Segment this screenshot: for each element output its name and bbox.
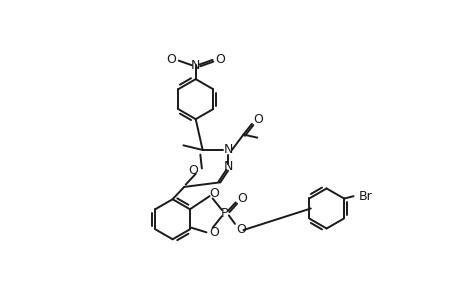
Text: Br: Br xyxy=(358,190,372,203)
Text: N: N xyxy=(190,59,200,72)
Text: O: O xyxy=(166,52,176,66)
Text: O: O xyxy=(188,164,198,177)
Text: O: O xyxy=(237,192,247,205)
Text: O: O xyxy=(209,226,218,239)
Text: N: N xyxy=(223,143,232,157)
Text: P: P xyxy=(221,207,228,220)
Text: O: O xyxy=(252,113,263,126)
Text: O: O xyxy=(209,187,218,200)
Text: N: N xyxy=(224,160,233,173)
Text: O: O xyxy=(215,52,225,66)
Text: O: O xyxy=(235,223,246,236)
